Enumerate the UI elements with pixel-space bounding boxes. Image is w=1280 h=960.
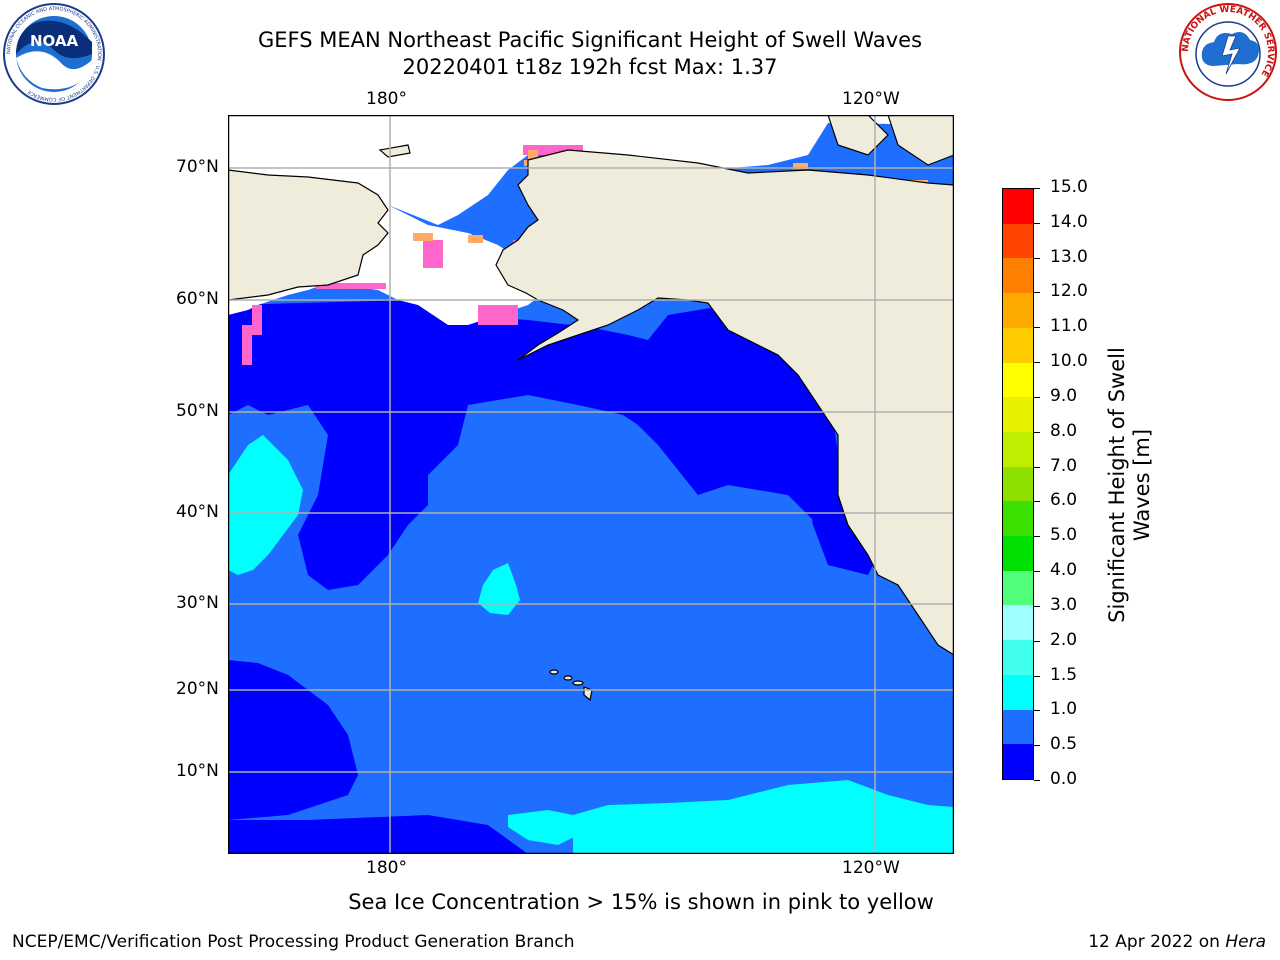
noaa-logo: NOAA NATIONAL OCEANIC AND ATMOSPHERIC AD… bbox=[3, 3, 105, 105]
colorbar-tick-label: 2.0 bbox=[1050, 629, 1078, 650]
colorbar-swatch bbox=[1003, 362, 1033, 398]
machine-name: Hera bbox=[1225, 932, 1266, 952]
map-title: GEFS MEAN Northeast Pacific Significant … bbox=[257, 28, 923, 52]
colorbar-tick-mark bbox=[1034, 501, 1040, 503]
colorbar-swatch bbox=[1003, 466, 1033, 502]
colorbar-swatch bbox=[1003, 293, 1033, 328]
colorbar-tick-label: 13.0 bbox=[1050, 246, 1088, 267]
colorbar-tick-mark bbox=[1034, 222, 1040, 224]
colorbar-swatch bbox=[1003, 397, 1033, 432]
nws-logo: NATIONAL WEATHER SERVICE bbox=[1179, 3, 1277, 101]
lat-label-50n: 50°N bbox=[176, 401, 219, 421]
colorbar-tick-mark bbox=[1034, 327, 1040, 329]
lon-label-top-120w: 120°W bbox=[842, 89, 900, 109]
colorbar-tick-label: 0.5 bbox=[1050, 734, 1078, 755]
colorbar-swatch bbox=[1003, 189, 1033, 224]
generation-date-text: 12 Apr 2022 on bbox=[1088, 932, 1226, 952]
colorbar-tick-mark bbox=[1034, 571, 1040, 573]
land bbox=[228, 115, 954, 656]
colorbar-tick-label: 15.0 bbox=[1050, 177, 1088, 197]
colorbar-tick-mark bbox=[1034, 466, 1040, 468]
lat-label-20n: 20°N bbox=[176, 679, 219, 699]
colorbar-swatch bbox=[1003, 223, 1033, 259]
map-subtitle: 20220401 t18z 192h fcst Max: 1.37 bbox=[402, 55, 778, 79]
lon-label-bottom-120w: 120°W bbox=[842, 858, 900, 878]
colorbar-tick-label: 14.0 bbox=[1050, 211, 1088, 232]
colorbar-tick-label: 11.0 bbox=[1050, 316, 1088, 337]
colorbar-tick-mark bbox=[1034, 292, 1040, 294]
colorbar-swatch bbox=[1003, 640, 1033, 675]
colorbar-tick-label: 0.0 bbox=[1050, 769, 1078, 789]
colorbar-tick-label: 10.0 bbox=[1050, 351, 1088, 372]
lat-label-10n: 10°N bbox=[176, 761, 219, 781]
colorbar-tick-mark bbox=[1034, 431, 1040, 433]
generation-date: 12 Apr 2022 on Hera bbox=[1088, 932, 1266, 952]
colorbar-tick-mark bbox=[1034, 396, 1040, 398]
graticule bbox=[228, 115, 954, 854]
colorbar-tick-mark bbox=[1034, 675, 1040, 677]
colorbar-swatch bbox=[1003, 431, 1033, 467]
colorbar-tick-mark bbox=[1034, 536, 1040, 538]
colorbar-swatch bbox=[1003, 501, 1033, 537]
colorbar-tick-label: 3.0 bbox=[1050, 594, 1078, 615]
colorbar-tick-mark bbox=[1034, 745, 1040, 747]
colorbar-swatch bbox=[1003, 570, 1033, 606]
colorbar-tick-mark bbox=[1034, 188, 1040, 189]
colorbar-tick-label: 12.0 bbox=[1050, 281, 1088, 302]
colorbar-title: Significant Height of Swell Waves [m] bbox=[1105, 347, 1154, 623]
colorbar-swatch bbox=[1003, 674, 1033, 710]
lat-label-60n: 60°N bbox=[176, 289, 219, 309]
colorbar-tick-mark bbox=[1034, 362, 1040, 364]
lat-label-70n: 70°N bbox=[176, 157, 219, 177]
colorbar-tick-label: 9.0 bbox=[1050, 385, 1078, 406]
lon-label-bottom-180: 180° bbox=[366, 858, 407, 878]
colorbar-swatch bbox=[1003, 605, 1033, 641]
colorbar-swatch bbox=[1003, 536, 1033, 571]
colorbar-tick-label: 4.0 bbox=[1050, 560, 1078, 581]
noaa-logo-text: NOAA bbox=[30, 32, 79, 50]
colorbar-tick-label: 1.0 bbox=[1050, 699, 1078, 720]
colorbar-swatch bbox=[1003, 258, 1033, 294]
colorbar-tick-mark bbox=[1034, 640, 1040, 642]
colorbar-tick-label: 8.0 bbox=[1050, 420, 1078, 441]
colorbar-swatch bbox=[1003, 709, 1033, 745]
colorbar bbox=[1002, 188, 1034, 780]
lon-label-top-180: 180° bbox=[366, 89, 407, 109]
lat-label-40n: 40°N bbox=[176, 502, 219, 522]
swell-band-1.0-1.5 bbox=[228, 435, 954, 854]
colorbar-swatch bbox=[1003, 744, 1033, 779]
colorbar-tick-mark bbox=[1034, 257, 1040, 259]
producer-credit: NCEP/EMC/Verification Post Processing Pr… bbox=[12, 932, 575, 952]
colorbar-tick-label: 7.0 bbox=[1050, 455, 1078, 476]
colorbar-tick-mark bbox=[1034, 780, 1040, 781]
colorbar-tick-label: 5.0 bbox=[1050, 525, 1078, 546]
sea-ice-note: Sea Ice Concentration > 15% is shown in … bbox=[348, 890, 934, 914]
colorbar-swatch bbox=[1003, 327, 1033, 363]
lat-label-30n: 30°N bbox=[176, 593, 219, 613]
colorbar-tick-mark bbox=[1034, 710, 1040, 712]
colorbar-tick-label: 1.5 bbox=[1050, 664, 1078, 685]
colorbar-tick-mark bbox=[1034, 605, 1040, 607]
map-panel bbox=[228, 115, 954, 854]
colorbar-tick-label: 6.0 bbox=[1050, 490, 1078, 511]
